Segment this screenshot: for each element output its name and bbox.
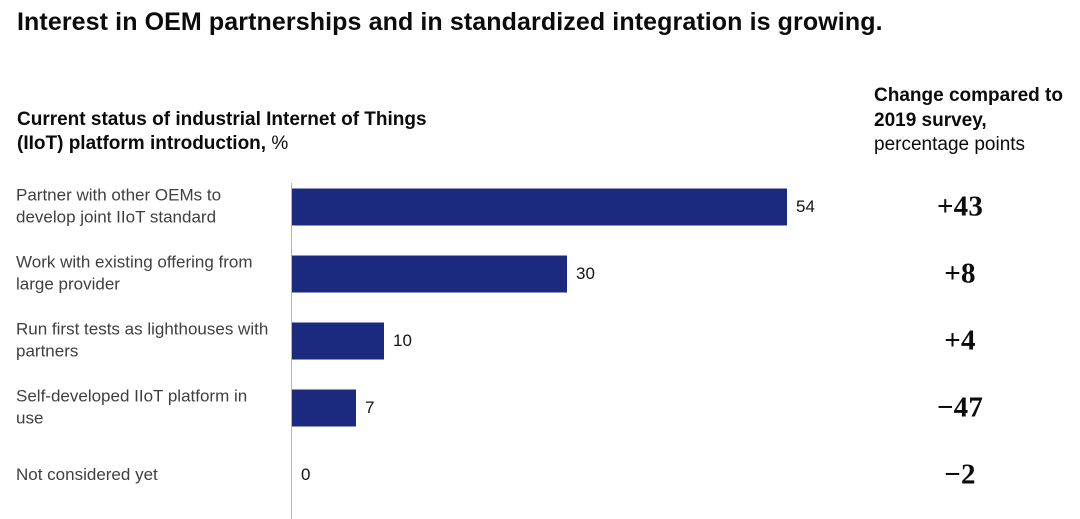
change-column-header: Change compared to 2019 survey, percenta… (874, 84, 1074, 158)
category-label: Self-developed IIoT platform in use (16, 386, 248, 428)
chart-row: Work with existing offering from large p… (0, 240, 1080, 307)
change-column-header-bold: Change compared to 2019 survey, (874, 85, 1063, 131)
category-label: Run first tests as lighthouses with part… (16, 319, 269, 361)
category-label: Work with existing offering from large p… (16, 252, 253, 294)
change-value: +43 (936, 190, 984, 222)
chart-row: Run first tests as lighthouses with part… (0, 307, 1080, 374)
bar (292, 255, 567, 292)
category-label: Not considered yet (16, 464, 158, 484)
bar-value-label: 0 (301, 464, 311, 484)
bar-value-label: 54 (796, 196, 815, 216)
category-label: Partner with other OEMs to develop joint… (16, 185, 222, 227)
chart-row: Not considered yet 0 −2 (0, 441, 1080, 508)
change-column-header-unit: percentage points (874, 134, 1026, 156)
bar (292, 389, 356, 426)
chart-subtitle-unit: % (266, 133, 289, 155)
bar-chart: Partner with other OEMs to develop joint… (0, 173, 1080, 519)
bar (292, 322, 384, 359)
bar-value-label: 7 (365, 397, 375, 417)
change-value: −2 (944, 458, 976, 490)
bar (292, 188, 787, 225)
bar-value-label: 30 (576, 263, 595, 283)
page-title: Interest in OEM partnerships and in stan… (17, 8, 883, 36)
chart-subtitle: Current status of industrial Internet of… (17, 108, 447, 157)
chart-row: Self-developed IIoT platform in use 7 −4… (0, 374, 1080, 441)
chart-row: Partner with other OEMs to develop joint… (0, 173, 1080, 240)
change-value: +4 (944, 324, 976, 356)
chart-rows: Partner with other OEMs to develop joint… (0, 173, 1080, 508)
bar-value-label: 10 (393, 330, 412, 350)
change-value: −47 (936, 391, 984, 423)
axis-line (291, 183, 292, 519)
change-value: +8 (944, 257, 976, 289)
chart-subtitle-bold: Current status of industrial Internet of… (17, 109, 427, 155)
